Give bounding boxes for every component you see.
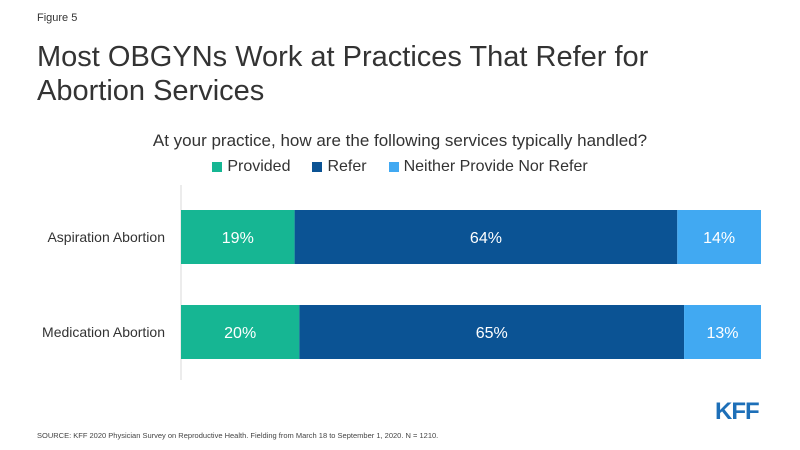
chart-title: Most OBGYNs Work at Practices That Refer… bbox=[37, 41, 649, 107]
data-label: 19% bbox=[222, 230, 254, 247]
legend-swatch-provided bbox=[212, 162, 223, 172]
legend: Provided Refer Neither Provide Nor Refer bbox=[0, 158, 800, 176]
stacked-bar-chart: Aspiration Abortion 19% 64% 14% Medication A… bbox=[42, 185, 761, 380]
data-label: 13% bbox=[707, 325, 739, 342]
legend-swatch-neither bbox=[388, 162, 399, 172]
bar-segment bbox=[181, 305, 300, 359]
bar-segment bbox=[181, 210, 295, 264]
source-note: SOURCE: KFF 2020 Physician Survey on Rep… bbox=[37, 431, 439, 440]
legend-swatch-refer bbox=[312, 162, 323, 172]
kff-logo: KFF bbox=[715, 398, 760, 425]
legend-item-provided: Provided bbox=[212, 158, 290, 176]
data-label: 65% bbox=[476, 325, 508, 342]
legend-item-refer: Refer bbox=[312, 158, 367, 176]
figure-label: Figure 5 bbox=[37, 12, 78, 24]
chart-subtitle: At your practice, how are the following … bbox=[152, 131, 648, 150]
bar-segment bbox=[299, 305, 685, 359]
bar-segment bbox=[684, 305, 761, 359]
legend-label-neither: Neither Provide Nor Refer bbox=[403, 158, 588, 175]
data-label: 64% bbox=[470, 230, 502, 247]
legend-label-provided: Provided bbox=[227, 158, 291, 175]
legend-item-neither: Neither Provide Nor Refer bbox=[388, 158, 588, 176]
category-label: Medication Abortion bbox=[42, 324, 165, 340]
legend-label-refer: Refer bbox=[327, 158, 367, 175]
bar-segment bbox=[677, 210, 761, 264]
data-label: 14% bbox=[703, 230, 735, 247]
bar-segment bbox=[294, 210, 678, 264]
data-label: 20% bbox=[224, 325, 256, 342]
category-label: Aspiration Abortion bbox=[47, 229, 165, 245]
